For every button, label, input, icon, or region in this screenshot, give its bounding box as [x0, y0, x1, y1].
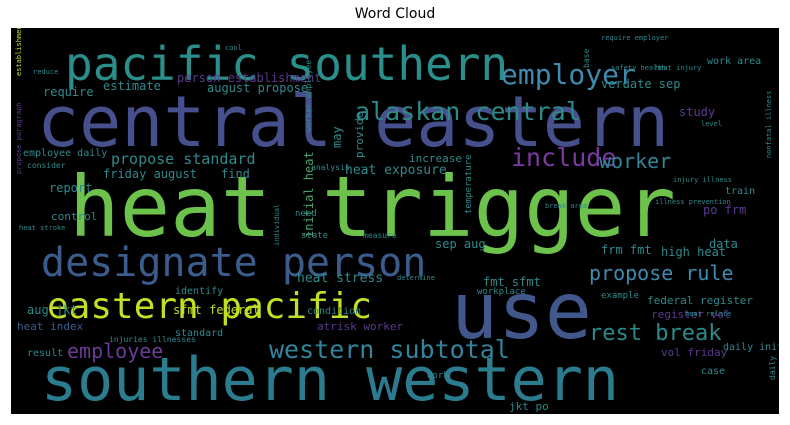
cloud-word-34: frm fmt	[601, 243, 652, 257]
cloud-word-83: daily	[768, 356, 777, 380]
cloud-word-64: measure	[363, 231, 397, 240]
cloud-word-78: base	[582, 49, 591, 68]
cloud-word-82: propose paragraph	[15, 102, 23, 174]
cloud-word-9: include	[511, 143, 616, 172]
cloud-word-4: pacific southern	[65, 37, 508, 91]
cloud-word-63: worker employee	[304, 60, 313, 132]
cloud-word-8: alaskan central	[355, 97, 581, 126]
cloud-word-18: initial heat	[302, 151, 316, 238]
cloud-word-66: break area	[545, 202, 587, 210]
cloud-word-30: increase	[409, 152, 462, 165]
cloud-word-7: employer	[501, 58, 636, 91]
cloud-word-53: state	[301, 231, 328, 241]
cloud-word-57: daily initial	[723, 342, 779, 353]
cloud-word-61: consider	[27, 161, 66, 170]
cloud-word-70: safety health	[611, 64, 666, 72]
cloud-word-29: report	[49, 181, 92, 195]
cloud-word-51: temperature	[464, 154, 474, 214]
cloud-word-37: sfmt federal	[173, 303, 260, 317]
cloud-word-77: level	[701, 120, 722, 128]
cloud-word-58: work	[427, 371, 449, 381]
cloud-word-68: heat stroke	[19, 224, 65, 232]
cloud-word-46: employee daily	[23, 148, 107, 159]
cloud-word-47: identify	[175, 286, 223, 297]
cloud-word-59: train	[725, 186, 755, 197]
cloud-word-11: worker	[599, 149, 671, 173]
cloud-word-26: provide	[353, 112, 366, 158]
cloud-word-52: workplace	[477, 287, 526, 297]
cloud-word-24: require	[43, 85, 94, 99]
cloud-word-71: heat injury	[655, 64, 701, 72]
cloud-word-36: fmt sfmt	[483, 275, 541, 289]
cloud-word-12: propose rule	[589, 261, 734, 285]
cloud-word-76: nonfatal illness	[765, 91, 773, 158]
cloud-word-31: po frm	[703, 203, 746, 217]
cloud-word-43: jkt po	[509, 400, 549, 413]
cloud-word-22: verdate sep	[601, 77, 680, 91]
chart-title: Word Cloud	[354, 6, 436, 22]
cloud-word-50: result	[27, 348, 63, 359]
cloud-word-67: injuries illnesses	[109, 335, 196, 344]
cloud-word-42: vol friday	[661, 346, 728, 359]
cloud-word-49: standard	[175, 328, 223, 339]
cloud-word-3: southern western	[41, 345, 619, 414]
cloud-word-39: federal register	[647, 294, 753, 307]
cloud-word-74: injury illness	[673, 176, 732, 184]
cloud-word-10: western subtotal	[269, 335, 510, 364]
cloud-word-56: case	[701, 366, 725, 377]
cloud-word-72: require employer	[601, 34, 668, 42]
cloud-word-1: central eastern	[37, 81, 669, 163]
cloud-word-69: individual	[273, 204, 281, 246]
cloud-word-54: need	[295, 209, 317, 219]
cloud-word-41: atrisk worker	[317, 320, 403, 333]
cloud-word-65: determine	[397, 274, 435, 282]
cloud-word-20: estimate	[103, 79, 161, 93]
cloud-word-45: control	[51, 210, 97, 223]
cloud-word-44: heat index	[17, 320, 84, 333]
cloud-word-28: find	[221, 167, 250, 181]
cloud-word-15: propose standard	[111, 150, 256, 168]
cloud-word-27: friday august	[103, 167, 197, 181]
cloud-word-21: august propose	[207, 81, 308, 95]
cloud-word-6: eastern pacific	[47, 286, 372, 327]
cloud-word-25: may	[330, 126, 344, 148]
cloud-word-60: work area	[707, 56, 761, 67]
word-cloud: heat trigger central eastern use southern w…	[11, 28, 779, 414]
cloud-word-19: person establishment	[177, 71, 322, 85]
cloud-word-73: illness prevention	[655, 198, 731, 206]
cloud-word-17: heat stress	[297, 271, 383, 286]
cloud-word-23: study	[679, 105, 715, 119]
cloud-word-0: heat trigger	[69, 158, 676, 256]
cloud-word-5: designate person	[41, 240, 426, 286]
cloud-word-32: sep aug	[435, 237, 486, 251]
cloud-word-81: establishment one	[15, 28, 23, 76]
cloud-word-13: rest break	[589, 321, 721, 346]
cloud-word-62: analysis	[311, 163, 350, 172]
cloud-word-38: aug jkt	[27, 303, 78, 317]
cloud-word-75: heat relate	[685, 310, 731, 318]
cloud-word-14: employee	[67, 339, 163, 363]
cloud-word-55: example	[601, 291, 639, 301]
cloud-word-2: use	[451, 267, 592, 357]
cloud-word-48: condition	[307, 306, 361, 317]
cloud-word-16: heat exposure	[345, 163, 447, 178]
cloud-word-40: register vol	[651, 308, 730, 321]
cloud-word-35: high heat	[661, 245, 726, 259]
cloud-word-80: cool	[225, 44, 242, 52]
cloud-word-33: data	[709, 237, 738, 251]
cloud-word-79: reduce	[33, 68, 58, 76]
